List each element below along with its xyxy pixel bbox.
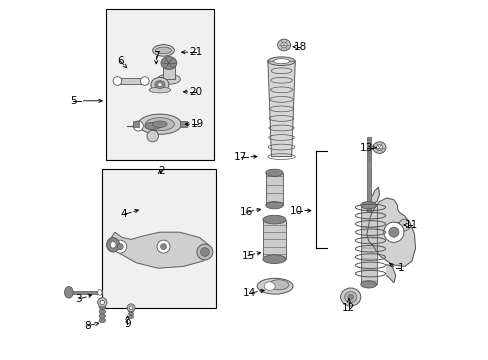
Ellipse shape (200, 248, 209, 256)
Ellipse shape (128, 312, 133, 316)
Text: 1: 1 (397, 263, 404, 273)
Ellipse shape (110, 242, 116, 248)
Ellipse shape (280, 42, 287, 48)
Bar (133, 121, 139, 127)
Bar (263, 220, 285, 259)
Text: 4: 4 (121, 209, 127, 219)
Ellipse shape (64, 287, 73, 298)
Ellipse shape (128, 309, 133, 313)
Ellipse shape (129, 306, 133, 310)
Ellipse shape (100, 300, 104, 305)
Bar (366, 137, 370, 212)
Ellipse shape (347, 294, 353, 300)
Text: 10: 10 (289, 206, 303, 216)
Text: 15: 15 (241, 251, 254, 261)
Ellipse shape (151, 77, 168, 92)
Polygon shape (267, 61, 295, 157)
Ellipse shape (144, 122, 160, 130)
Text: 14: 14 (243, 288, 256, 298)
Ellipse shape (138, 114, 181, 134)
Text: 20: 20 (189, 87, 202, 97)
Ellipse shape (344, 292, 356, 302)
Ellipse shape (145, 118, 174, 131)
Bar (102, 169, 215, 308)
Ellipse shape (265, 202, 283, 209)
Ellipse shape (340, 288, 360, 306)
Ellipse shape (197, 244, 212, 260)
Bar (115, 78, 147, 84)
Ellipse shape (152, 45, 174, 56)
Ellipse shape (360, 281, 376, 288)
Text: 11: 11 (405, 220, 418, 230)
Ellipse shape (268, 280, 288, 290)
Text: 16: 16 (239, 207, 252, 217)
Ellipse shape (133, 121, 143, 131)
Ellipse shape (114, 240, 126, 253)
Ellipse shape (98, 289, 102, 295)
Ellipse shape (388, 227, 398, 237)
Ellipse shape (267, 57, 295, 66)
Ellipse shape (149, 87, 170, 93)
Bar (106, 9, 213, 160)
Text: 6: 6 (117, 56, 123, 66)
Ellipse shape (273, 59, 289, 64)
Ellipse shape (99, 314, 105, 318)
Ellipse shape (106, 238, 120, 252)
Text: 7: 7 (153, 51, 159, 61)
Ellipse shape (264, 282, 275, 291)
Bar (265, 173, 283, 205)
Ellipse shape (140, 77, 149, 85)
Ellipse shape (160, 244, 166, 249)
Ellipse shape (265, 169, 283, 176)
Text: 21: 21 (189, 47, 202, 57)
Bar (391, 222, 402, 228)
Text: 17: 17 (234, 152, 247, 162)
Text: 5: 5 (70, 96, 77, 106)
Bar (360, 205, 376, 284)
Ellipse shape (152, 121, 167, 127)
Ellipse shape (372, 142, 385, 153)
Text: 2: 2 (158, 166, 164, 176)
Ellipse shape (398, 219, 409, 231)
Text: 3: 3 (76, 294, 82, 304)
Ellipse shape (263, 255, 285, 264)
Ellipse shape (161, 57, 177, 69)
Bar (180, 121, 186, 127)
Text: 12: 12 (342, 303, 355, 313)
Ellipse shape (113, 77, 122, 85)
Bar (149, 126, 156, 136)
Ellipse shape (157, 240, 170, 253)
Polygon shape (111, 232, 210, 268)
Ellipse shape (127, 304, 135, 312)
Text: 18: 18 (293, 42, 306, 52)
Ellipse shape (117, 244, 123, 249)
Text: 8: 8 (84, 321, 91, 331)
Ellipse shape (99, 310, 105, 314)
Ellipse shape (155, 47, 171, 54)
Ellipse shape (277, 39, 290, 51)
Ellipse shape (383, 222, 403, 242)
Bar (99, 290, 102, 294)
Text: 9: 9 (124, 319, 131, 329)
Ellipse shape (99, 305, 105, 310)
Ellipse shape (99, 318, 105, 323)
Ellipse shape (128, 315, 133, 319)
Ellipse shape (98, 298, 107, 307)
Ellipse shape (360, 202, 376, 209)
Bar (68, 291, 101, 294)
Polygon shape (371, 187, 379, 203)
Polygon shape (386, 265, 395, 283)
Ellipse shape (257, 278, 292, 294)
Ellipse shape (155, 81, 164, 89)
Ellipse shape (158, 83, 162, 86)
Ellipse shape (263, 215, 285, 224)
Bar (163, 63, 174, 79)
Ellipse shape (375, 145, 382, 150)
Ellipse shape (157, 74, 180, 84)
Polygon shape (366, 198, 415, 266)
Ellipse shape (146, 130, 158, 142)
Text: 19: 19 (191, 119, 204, 129)
Text: 13: 13 (360, 143, 373, 153)
